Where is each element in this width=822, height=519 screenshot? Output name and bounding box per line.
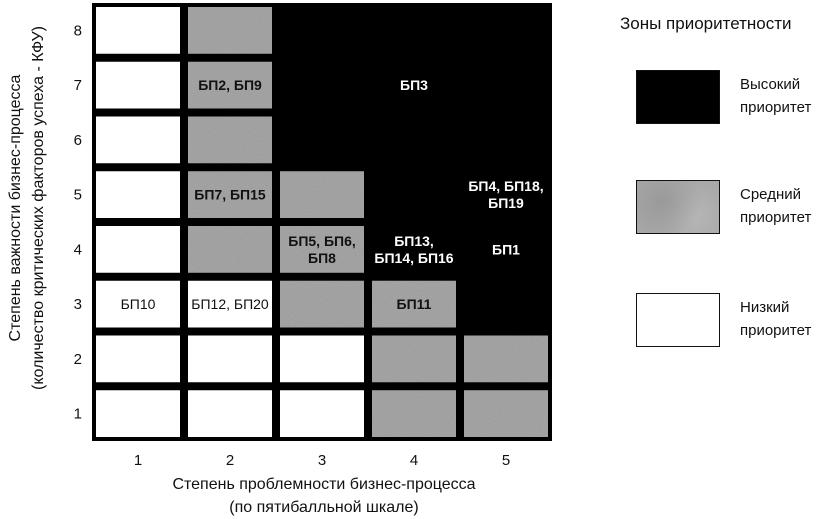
cell-high-x5-y8 — [460, 3, 552, 58]
cell-label: БП11 — [397, 296, 432, 312]
cell-high-x4-y5 — [368, 167, 460, 222]
cell-label-line: БП2, БП9 — [198, 77, 262, 93]
cell-label-line: БП10 — [121, 296, 156, 312]
y-tick-label: 2 — [74, 351, 82, 368]
y-tick-label: 3 — [74, 296, 82, 313]
cell-low-x3-y2 — [280, 335, 364, 383]
cell-high-x3-y8 — [276, 3, 368, 58]
cell-high-x5-y3 — [460, 276, 552, 332]
cell-label: БП4, БП18, БП19 — [468, 178, 543, 211]
cell-low-x2-y2 — [188, 335, 272, 383]
cell-medium-x4-y1 — [372, 390, 456, 437]
cell-low-x1-y6 — [96, 116, 180, 164]
legend-swatch-medium — [636, 180, 720, 234]
cell-high-x3-y6 — [276, 112, 368, 168]
y-tick-label: 5 — [74, 187, 82, 204]
cell-medium-x4-y3 — [372, 280, 456, 328]
cell-medium-x2-y8 — [188, 7, 272, 54]
x-axis-title: Степень проблемности бизнес-процесса (по … — [172, 476, 475, 516]
cell-low-x1-y3 — [96, 280, 180, 328]
cell-high-x4-y8 — [368, 3, 460, 58]
cell-label-line: БП8 — [308, 250, 336, 266]
cell-medium-x2-y7 — [188, 61, 272, 109]
cell-high-x4-y6 — [368, 112, 460, 168]
cell-medium-x2-y4 — [188, 226, 272, 273]
matrix-cells — [92, 3, 552, 441]
cell-label: БП1 — [492, 241, 520, 257]
cell-low-x3-y1 — [280, 390, 364, 437]
y-axis-title: Степень важности бизнес-процесса (количес… — [7, 26, 47, 390]
cell-label: БП13, БП14, БП16 — [374, 233, 453, 266]
legend-swatch-high — [636, 70, 720, 124]
y-tick-label: 7 — [74, 77, 82, 94]
cell-high-x3-y7 — [276, 57, 368, 113]
x-axis-ticks: 1 2 3 4 5 — [134, 452, 510, 469]
cell-label: БП3 — [400, 77, 428, 93]
y-tick-label: 6 — [74, 132, 82, 149]
cell-medium-x2-y6 — [188, 116, 272, 164]
legend-title: Зоны приоритетности — [620, 14, 792, 33]
cell-medium-x3-y5 — [280, 171, 364, 218]
cell-high-x4-y7 — [368, 57, 460, 113]
x-axis-title-line: (по пятибалльной шкале) — [229, 499, 418, 516]
legend-label-low: Низкий приоритет — [740, 299, 812, 339]
cell-medium-x3-y3 — [280, 280, 364, 328]
cell-low-x1-y8 — [96, 7, 180, 54]
cell-high-x5-y7 — [460, 57, 552, 113]
x-tick-label: 3 — [318, 452, 326, 469]
matrix-cell-labels: БП10 БП12, БП20 БП11 БП5, БП6, БП8 БП13, БП14,… — [121, 77, 544, 312]
cell-label-line: БП1 — [492, 241, 520, 257]
legend-item-medium: Средний приоритет — [636, 180, 822, 240]
cell-high-x5-y5 — [460, 167, 552, 222]
cell-low-x2-y1 — [188, 390, 272, 437]
cell-high-x4-y4 — [368, 222, 460, 277]
y-axis-title-line: Степень важности бизнес-процесса — [7, 74, 24, 341]
cell-label-line: БП5, БП6, — [288, 233, 356, 249]
x-axis-title-line: Степень проблемности бизнес-процесса — [172, 476, 475, 493]
y-tick-label: 1 — [74, 406, 82, 423]
cell-low-x1-y1 — [96, 390, 180, 437]
cell-low-x1-y2 — [96, 335, 180, 383]
cell-label: БП12, БП20 — [191, 296, 269, 312]
cell-label: БП10 — [121, 296, 156, 312]
cell-medium-x5-y1 — [464, 390, 548, 437]
cell-medium-x3-y4 — [280, 226, 364, 273]
legend-swatch-low — [636, 293, 720, 347]
cell-label-line: БП13, — [394, 233, 434, 249]
x-tick-label: 2 — [226, 452, 234, 469]
cell-low-x1-y7 — [96, 61, 180, 109]
cell-low-x1-y4 — [96, 226, 180, 273]
legend-item-low: Низкий приоритет — [636, 293, 822, 353]
cell-medium-x4-y2 — [372, 335, 456, 383]
legend-item-high: Высокий приоритет — [636, 70, 822, 130]
y-tick-label: 4 — [74, 241, 82, 258]
cell-low-x2-y3 — [188, 280, 272, 328]
cell-high-x5-y6 — [460, 112, 552, 168]
cell-label-line: БП12, БП20 — [191, 296, 269, 312]
legend-label-medium: Средний приоритет — [740, 186, 812, 226]
cell-medium-x2-y5 — [188, 171, 272, 218]
cell-label-line: БП19 — [488, 195, 524, 211]
cell-label-line: БП3 — [400, 77, 428, 93]
x-tick-label: 1 — [134, 452, 142, 469]
cell-low-x1-y5 — [96, 171, 180, 218]
cell-label: БП2, БП9 — [198, 77, 262, 93]
cell-label: БП7, БП15 — [194, 187, 266, 203]
x-tick-label: 4 — [410, 452, 418, 469]
y-axis-title-line: (количество критических факторов успеха … — [30, 26, 47, 390]
x-tick-label: 5 — [502, 452, 510, 469]
cell-label-line: БП14, БП16 — [374, 250, 453, 266]
y-tick-label: 8 — [74, 22, 82, 39]
cell-medium-x5-y2 — [464, 335, 548, 383]
y-axis-ticks: 1 2 3 4 5 6 7 8 — [74, 22, 82, 422]
cell-label-line: БП7, БП15 — [194, 187, 266, 203]
cell-label-line: БП11 — [397, 296, 432, 312]
cell-high-x5-y4 — [460, 222, 552, 277]
cell-label: БП5, БП6, БП8 — [288, 233, 356, 266]
cell-label-line: БП4, БП18, — [468, 178, 543, 194]
legend-label-high: Высокий приоритет — [740, 76, 812, 116]
